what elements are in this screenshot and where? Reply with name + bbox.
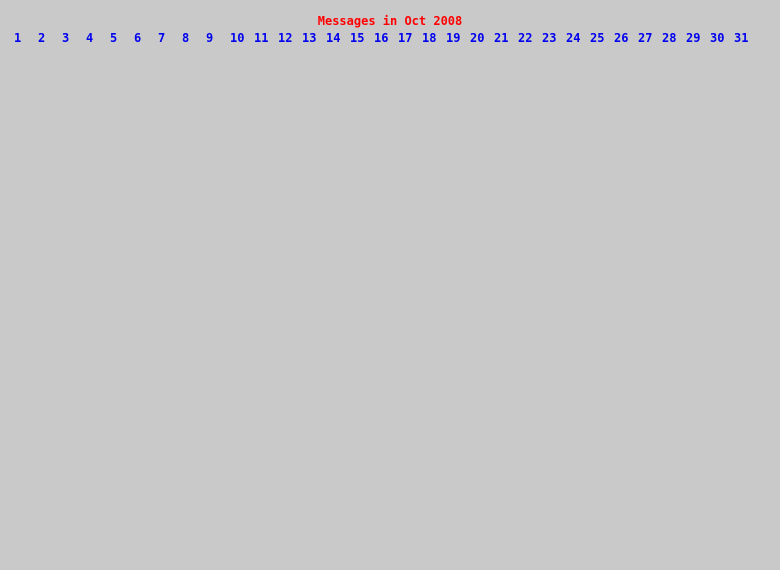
- day-slot: 17: [398, 32, 422, 45]
- day-slot: 5: [110, 32, 134, 45]
- day-link-18[interactable]: 18: [422, 31, 437, 45]
- day-slot: 12: [278, 32, 302, 45]
- day-link-12[interactable]: 12: [278, 31, 293, 45]
- day-link-24[interactable]: 24: [566, 31, 581, 45]
- day-slot: 3: [62, 32, 86, 45]
- day-slot: 21: [494, 32, 518, 45]
- day-slot: 24: [566, 32, 590, 45]
- day-slot: 16: [374, 32, 398, 45]
- day-link-29[interactable]: 29: [686, 31, 701, 45]
- day-slot: 10: [230, 32, 254, 45]
- day-link-9[interactable]: 9: [206, 31, 214, 45]
- day-slot: 26: [614, 32, 638, 45]
- day-link-13[interactable]: 13: [302, 31, 317, 45]
- day-slot: 29: [686, 32, 710, 45]
- day-link-4[interactable]: 4: [86, 31, 94, 45]
- day-slot: 7: [158, 32, 182, 45]
- day-slot: 2: [38, 32, 62, 45]
- day-link-15[interactable]: 15: [350, 31, 365, 45]
- day-link-6[interactable]: 6: [134, 31, 142, 45]
- day-link-25[interactable]: 25: [590, 31, 605, 45]
- day-link-20[interactable]: 20: [470, 31, 485, 45]
- day-link-23[interactable]: 23: [542, 31, 557, 45]
- day-link-17[interactable]: 17: [398, 31, 413, 45]
- day-link-11[interactable]: 11: [254, 31, 269, 45]
- day-slot: 18: [422, 32, 446, 45]
- day-slot: 28: [662, 32, 686, 45]
- day-link-19[interactable]: 19: [446, 31, 461, 45]
- day-slot: 11: [254, 32, 278, 45]
- day-link-10[interactable]: 10: [230, 31, 245, 45]
- day-link-8[interactable]: 8: [182, 31, 190, 45]
- day-link-27[interactable]: 27: [638, 31, 653, 45]
- day-slot: 22: [518, 32, 542, 45]
- day-link-1[interactable]: 1: [14, 31, 22, 45]
- day-slot: 20: [470, 32, 494, 45]
- day-slot: 8: [182, 32, 206, 45]
- day-slot: 30: [710, 32, 734, 45]
- page-title: Messages in Oct 2008: [317, 14, 463, 28]
- day-link-14[interactable]: 14: [326, 31, 341, 45]
- day-link-7[interactable]: 7: [158, 31, 166, 45]
- day-link-28[interactable]: 28: [662, 31, 677, 45]
- day-link-21[interactable]: 21: [494, 31, 509, 45]
- day-slot: 1: [14, 32, 38, 45]
- day-link-2[interactable]: 2: [38, 31, 46, 45]
- day-slot: 27: [638, 32, 662, 45]
- day-link-16[interactable]: 16: [374, 31, 389, 45]
- day-slot: 9: [206, 32, 230, 45]
- day-link-30[interactable]: 30: [710, 31, 725, 45]
- day-link-26[interactable]: 26: [614, 31, 629, 45]
- day-link-3[interactable]: 3: [62, 31, 70, 45]
- day-slot: 19: [446, 32, 470, 45]
- day-slot: 15: [350, 32, 374, 45]
- day-link-22[interactable]: 22: [518, 31, 533, 45]
- day-slot: 4: [86, 32, 110, 45]
- day-slot: 25: [590, 32, 614, 45]
- day-slot: 23: [542, 32, 566, 45]
- day-slot: 13: [302, 32, 326, 45]
- day-slot: 14: [326, 32, 350, 45]
- day-link-5[interactable]: 5: [110, 31, 118, 45]
- day-links-row: 1 2 3 4 5 6 7 8 9 10 11 12 13 14 15 16 17 18 19 20 21 22 23 24 2…: [0, 32, 780, 45]
- day-slot: 31: [734, 32, 758, 45]
- day-link-31[interactable]: 31: [734, 31, 749, 45]
- day-slot: 6: [134, 32, 158, 45]
